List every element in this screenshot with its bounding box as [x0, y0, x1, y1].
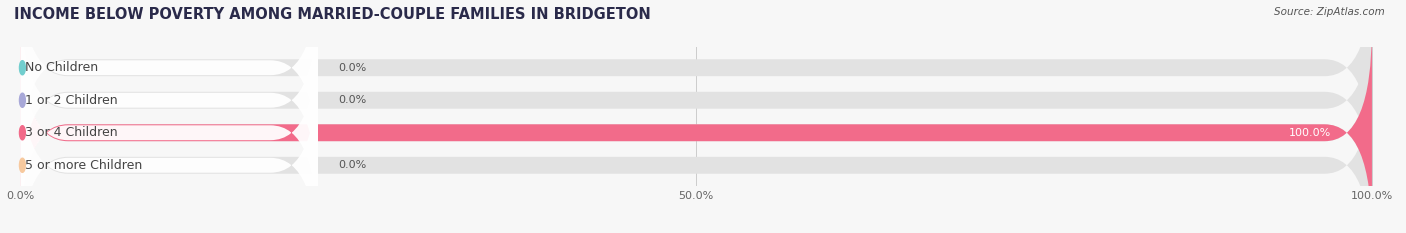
Circle shape: [20, 126, 25, 140]
FancyBboxPatch shape: [21, 0, 318, 174]
FancyBboxPatch shape: [21, 0, 1372, 206]
Circle shape: [20, 93, 25, 107]
FancyBboxPatch shape: [21, 60, 1372, 233]
FancyBboxPatch shape: [21, 27, 1372, 233]
FancyBboxPatch shape: [21, 26, 318, 233]
Text: 3 or 4 Children: 3 or 4 Children: [25, 126, 118, 139]
Text: 5 or more Children: 5 or more Children: [25, 159, 142, 172]
Text: INCOME BELOW POVERTY AMONG MARRIED-COUPLE FAMILIES IN BRIDGETON: INCOME BELOW POVERTY AMONG MARRIED-COUPL…: [14, 7, 651, 22]
Text: 1 or 2 Children: 1 or 2 Children: [25, 94, 118, 107]
FancyBboxPatch shape: [21, 59, 318, 233]
Text: Source: ZipAtlas.com: Source: ZipAtlas.com: [1274, 7, 1385, 17]
FancyBboxPatch shape: [21, 0, 318, 207]
Circle shape: [20, 61, 25, 75]
Circle shape: [20, 158, 25, 172]
Text: 0.0%: 0.0%: [337, 95, 367, 105]
Text: 0.0%: 0.0%: [337, 160, 367, 170]
FancyBboxPatch shape: [21, 0, 1372, 173]
Text: No Children: No Children: [25, 61, 98, 74]
Text: 100.0%: 100.0%: [1289, 128, 1331, 138]
FancyBboxPatch shape: [21, 27, 1372, 233]
Text: 0.0%: 0.0%: [337, 63, 367, 73]
